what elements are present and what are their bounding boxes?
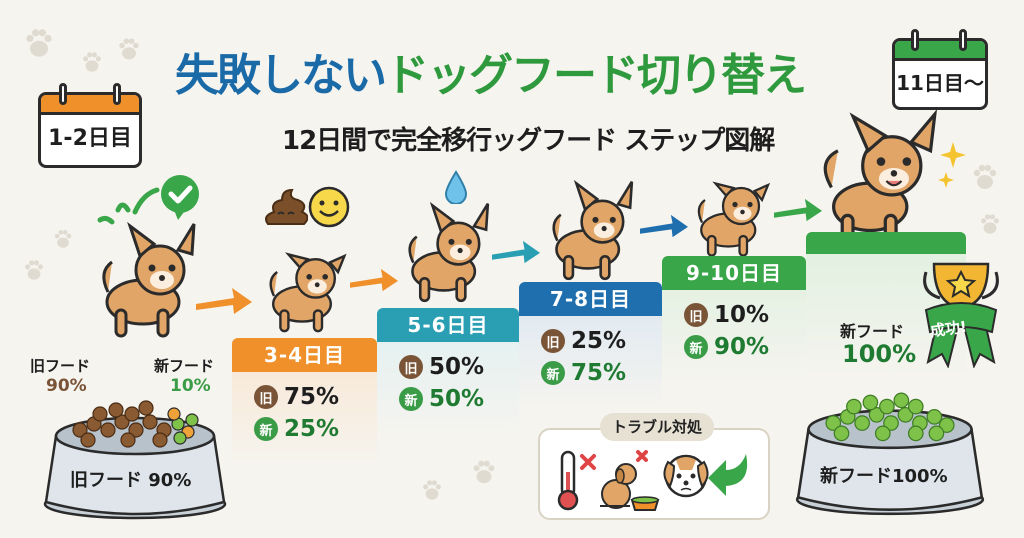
old-food-badge: 旧: [541, 329, 565, 353]
old-food-badge: 旧: [399, 355, 423, 379]
step-label: 3-4日目: [232, 338, 377, 372]
step-label: 9-10日目: [662, 256, 806, 290]
end-calendar-label: 11日目〜: [896, 71, 984, 95]
new-food-pct: 90%: [714, 334, 770, 360]
poop-icon: [262, 188, 309, 228]
step-card-7-8: 7-8日目 旧 25% 新 75%: [519, 282, 662, 412]
trouble-icons: [556, 450, 756, 512]
step-card-3-4: 3-4日目 旧 75% 新 25%: [232, 338, 377, 468]
new-food-pct: 10%: [170, 376, 211, 396]
paw-print-icon: [116, 36, 142, 62]
sitting-dog-icon: [600, 463, 637, 509]
return-arrow-icon: [708, 454, 748, 496]
food-bowl-icon: [630, 496, 660, 511]
paw-print-icon: [970, 162, 1000, 192]
page-title: 失敗しないドッグフード切り替え: [175, 48, 807, 104]
arrow-right-icon: [774, 196, 822, 224]
new-food-badge: 新: [541, 361, 565, 385]
old-food-pct: 10%: [714, 302, 770, 328]
sparkle-icon: [938, 140, 968, 190]
end-calendar: 11日目〜: [892, 29, 988, 110]
chihuahua-dog-icon: [540, 178, 644, 286]
chihuahua-dog-icon: [684, 170, 780, 260]
mixed-food-bowl-icon: [40, 400, 230, 520]
paw-print-icon: [420, 478, 444, 502]
new-food-pct: 25%: [284, 416, 340, 442]
chihuahua-dog-icon: [88, 221, 208, 342]
paw-print-icon: [22, 26, 56, 60]
paw-print-icon: [978, 212, 1002, 236]
old-food-badge: 旧: [684, 303, 708, 327]
thermometer-icon: [557, 450, 579, 511]
old-food-badge: 旧: [254, 385, 278, 409]
title-part-1: 失敗しない: [175, 50, 387, 101]
water-drop-icon: [444, 170, 468, 205]
step-label: 5-6日目: [377, 308, 519, 342]
step-label: 7-8日目: [519, 282, 662, 316]
old-food-pct: 90%: [46, 376, 87, 396]
happy-chihuahua-dog-icon: [816, 109, 946, 252]
bowl-label: 新フード100%: [820, 466, 948, 487]
start-calendar: 1-2日目: [38, 83, 142, 168]
new-food-badge: 新: [399, 387, 423, 411]
new-food-pct: 75%: [571, 360, 627, 386]
arrow-right-icon: [492, 238, 540, 266]
paw-print-icon: [22, 258, 46, 282]
arrow-right-icon: [196, 286, 252, 316]
new-food-pct: 50%: [429, 386, 485, 412]
paw-print-icon: [52, 228, 74, 250]
old-food-label: 旧フード: [30, 357, 91, 375]
new-food-badge: 新: [684, 335, 708, 359]
old-food-pct: 75%: [284, 384, 340, 410]
new-food-label: 新フード: [154, 357, 215, 375]
page-subtitle: 12日間で完全移行ッグフード ステップ図解: [282, 126, 775, 156]
trouble-title: トラブル対処: [600, 413, 714, 441]
chihuahua-dog-icon: [256, 240, 356, 336]
arrow-right-icon: [640, 212, 688, 240]
old-food-pct: 25%: [571, 328, 627, 354]
final-food-pct: 100%: [842, 340, 917, 368]
paw-print-icon: [470, 458, 498, 486]
trophy-icon: [916, 258, 1006, 369]
old-food-pct: 50%: [429, 354, 485, 380]
check-bubble-icon: [90, 170, 205, 240]
paw-print-icon: [80, 50, 104, 74]
title-part-2: ドッグフード切り替え: [385, 50, 807, 101]
step-card-9-10: 9-10日目 旧 10% 新 90%: [662, 256, 806, 386]
sad-dog-face-icon: [663, 454, 709, 498]
step-card-5-6: 5-6日目 旧 50% 新 50%: [377, 308, 519, 438]
chihuahua-dog-icon: [396, 200, 500, 308]
arrow-right-icon: [350, 266, 398, 294]
bowl-label: 旧フード 90%: [70, 470, 192, 491]
final-food-label: 新フード: [840, 322, 905, 341]
start-calendar-label: 1-2日目: [48, 126, 132, 151]
new-food-badge: 新: [254, 417, 278, 441]
new-food-bowl-icon: [792, 392, 988, 516]
smiley-icon: [308, 186, 350, 228]
